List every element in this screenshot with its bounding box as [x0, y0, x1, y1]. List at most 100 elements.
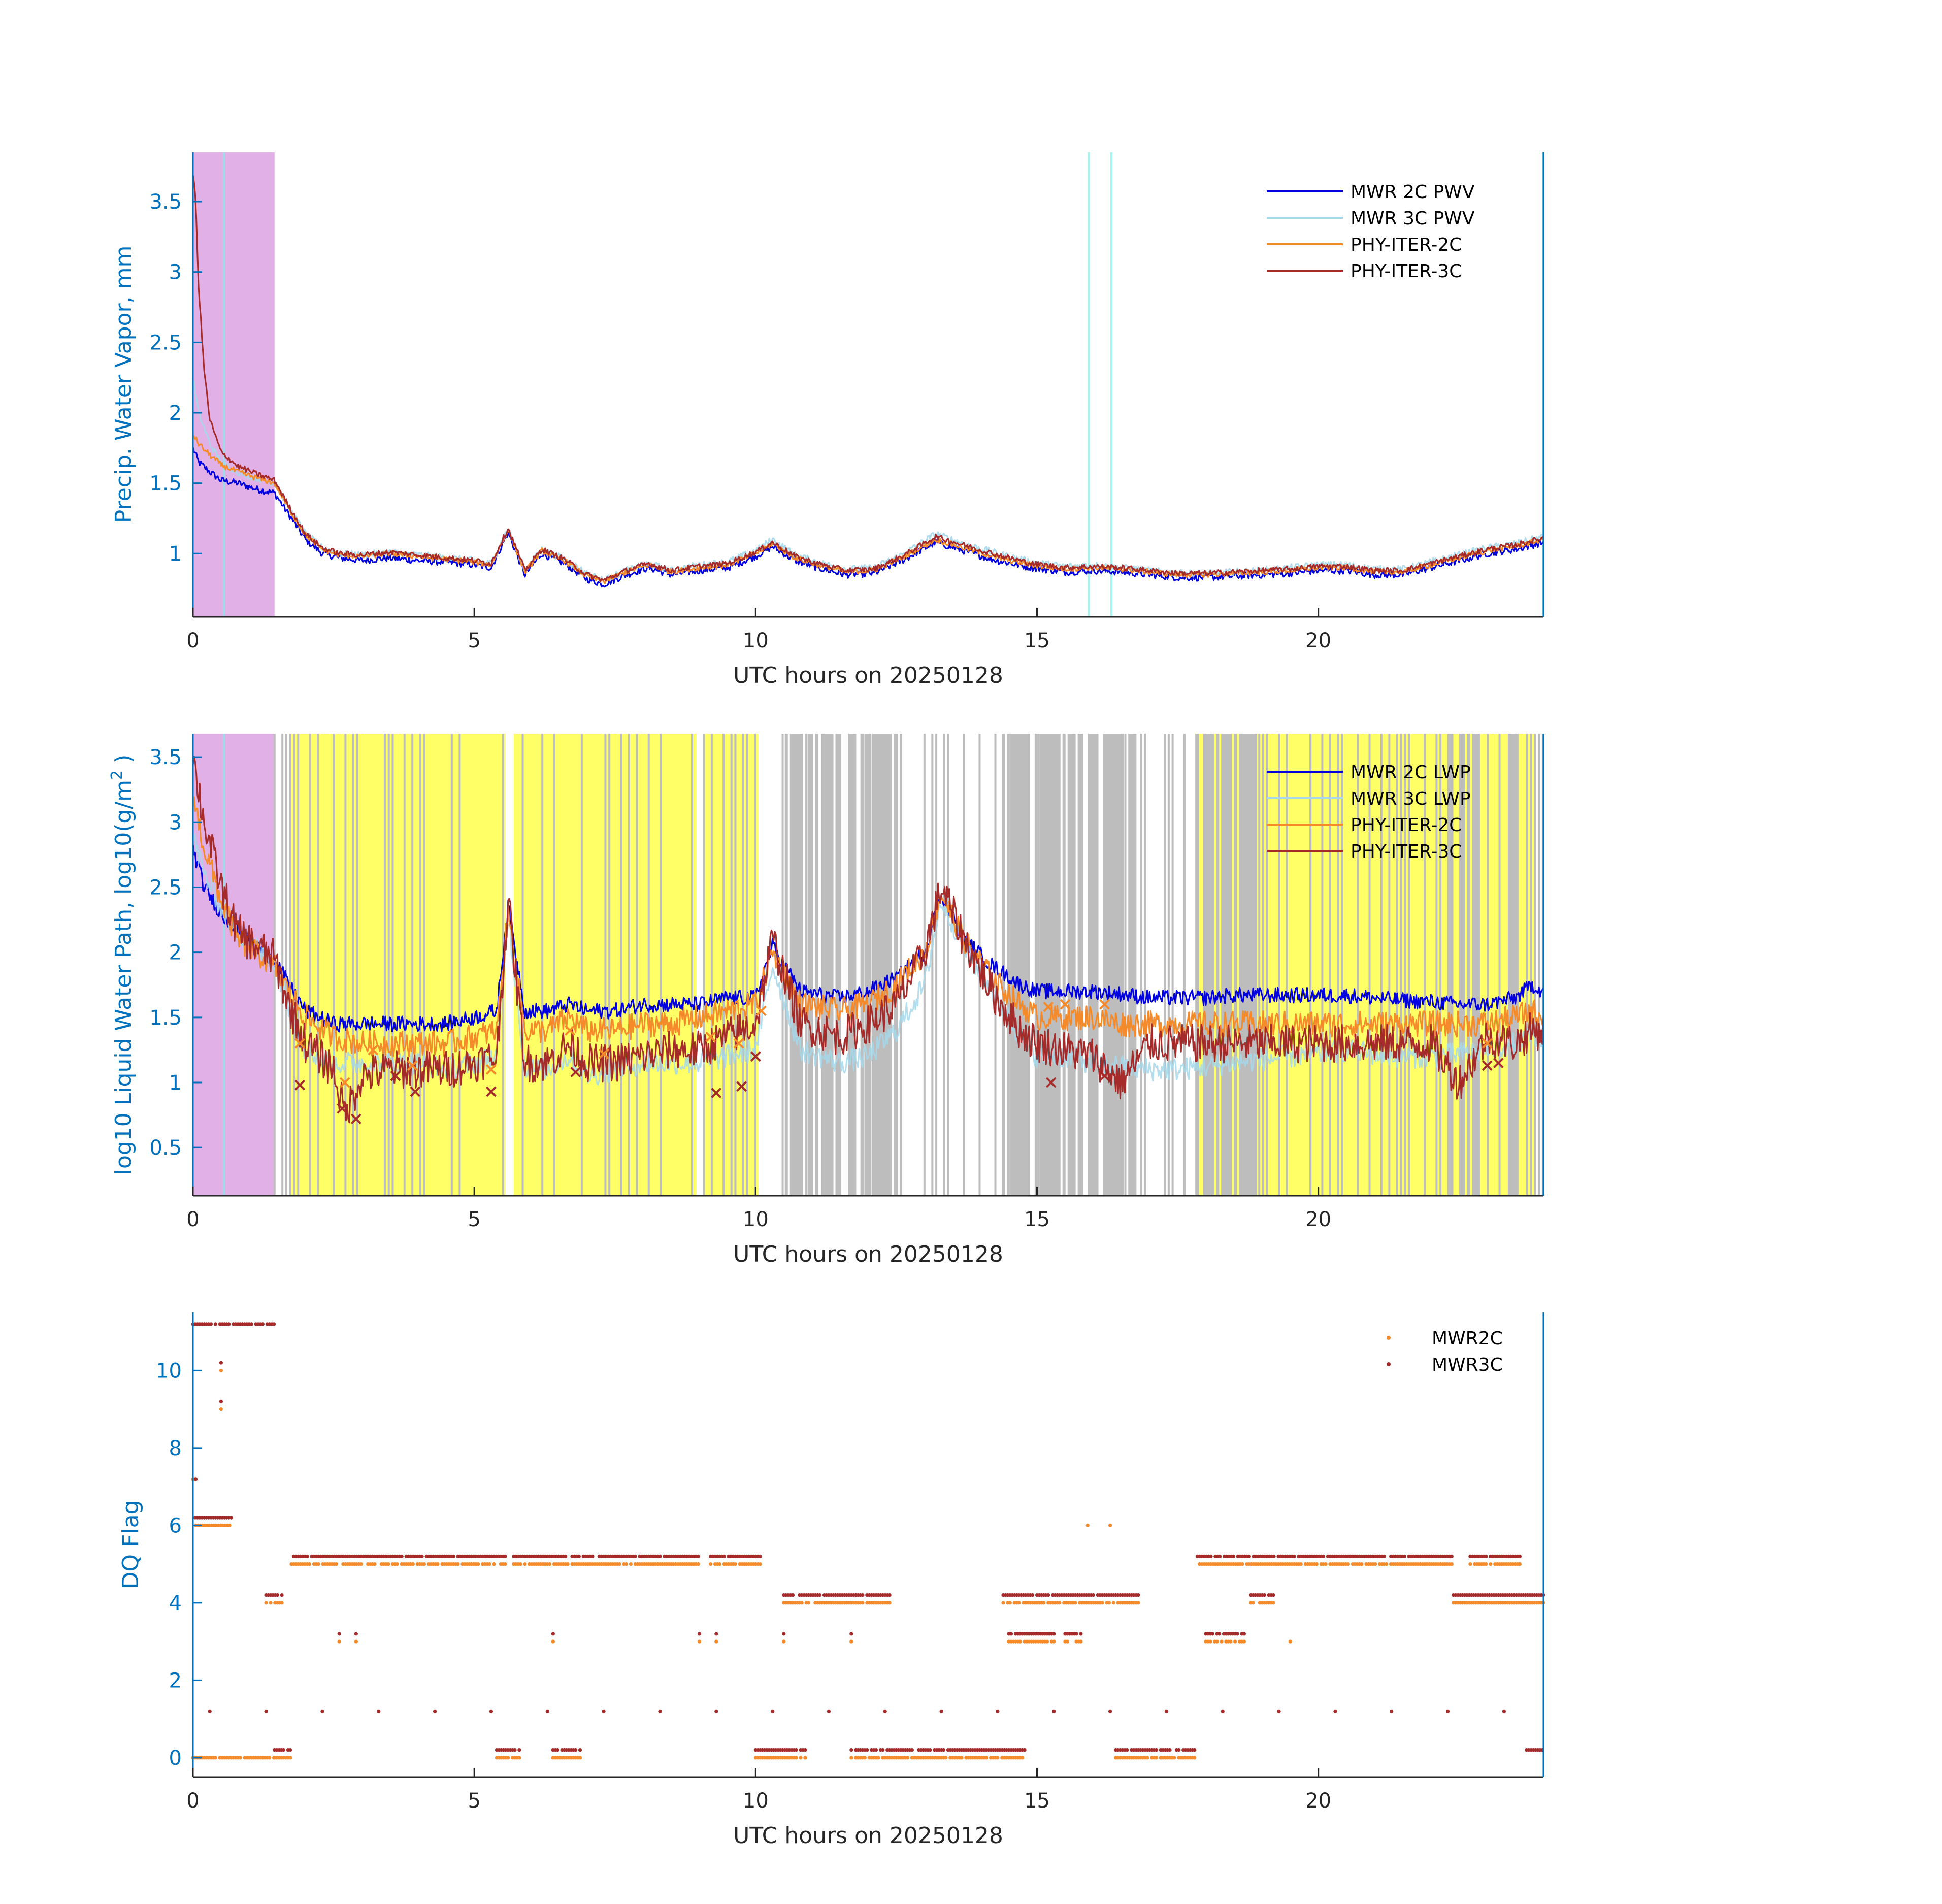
dq-flag-point [354, 1639, 358, 1644]
retrieval-cross-marker [337, 1103, 348, 1114]
dq-flag-point [1251, 1601, 1255, 1605]
dq-flag-point [1385, 1562, 1389, 1566]
dq-flag-point [1262, 1593, 1266, 1597]
dq-flag-point [944, 1756, 948, 1760]
lwp-legend: MWR 2C LWP MWR 3C LWP PHY-ITER-2C PHY-ITER-… [1267, 762, 1471, 862]
cloud-flag-band [291, 734, 506, 1196]
dq-flag-point [545, 1709, 549, 1713]
dq-flag-points-layer [191, 1322, 1545, 1760]
dq-flag-point [386, 1562, 390, 1566]
lwp-y-axis-title: log10 Liquid Water Path, log10(g/m2 ) [108, 754, 137, 1175]
dq-flag-point [881, 1748, 885, 1752]
dq-flag-point [272, 1322, 276, 1326]
dq-flag-point [411, 1562, 415, 1566]
dq-flag-point [1390, 1709, 1394, 1713]
dq-flag-point [984, 1756, 989, 1760]
dq-flag-point [354, 1632, 358, 1636]
lwp-y-tick-label: 3.5 [149, 746, 182, 769]
dq-flag-point [794, 1748, 798, 1752]
lwp-x-axis-title: UTC hours on 20250128 [733, 1241, 1003, 1267]
dq-flag-point [1271, 1601, 1275, 1605]
pwv-x-tick-label: 0 [186, 629, 199, 652]
dq-flag-point [1229, 1639, 1233, 1644]
dq-flag-point [1052, 1632, 1056, 1636]
pwv-x-tick-label: 15 [1024, 629, 1050, 652]
dq-flag-point [506, 1756, 510, 1760]
dq-flag-point [1085, 1523, 1090, 1527]
dq-legend: MWR2C MWR3C [1387, 1328, 1503, 1375]
dq-flag-point [264, 1709, 268, 1713]
dq-flag-point [1468, 1562, 1472, 1566]
dq-flag-point [849, 1756, 853, 1760]
dq-flag-point [717, 1562, 721, 1566]
dq-flag-point [551, 1639, 555, 1644]
dq-flag-point [1322, 1554, 1326, 1558]
dq-flag-point [800, 1601, 804, 1605]
retrieval-cross-marker [1482, 1060, 1493, 1071]
dq-y-tick-label: 10 [156, 1359, 182, 1383]
dq-flag-point [1373, 1562, 1377, 1566]
dq-flag-point [883, 1709, 887, 1713]
dq-y-tick-label: 0 [169, 1747, 182, 1770]
dq-flag-point [1193, 1748, 1197, 1752]
dq-flag-point [910, 1748, 914, 1752]
dq-x-tick-label: 10 [743, 1789, 769, 1813]
retrieval-cross-marker [1099, 999, 1110, 1010]
dq-flag-point [395, 1562, 399, 1566]
dq-flag-point [1518, 1562, 1522, 1566]
dq-flag-point [1079, 1632, 1083, 1636]
dq-flag-point [208, 1709, 212, 1713]
lwp-y-axis-title-tail: ) [111, 754, 137, 770]
retrieval-cross-marker [339, 1077, 350, 1088]
dq-flag-point [1292, 1554, 1296, 1558]
pwv-y-tick-label: 1 [169, 542, 182, 566]
dq-flag-point [1017, 1601, 1021, 1605]
dq-flag-point [1108, 1709, 1112, 1713]
dq-flag-point [307, 1562, 312, 1566]
dq-flag-point [1382, 1554, 1386, 1558]
dq-flag-point [337, 1632, 341, 1636]
dq-flag-point [1324, 1562, 1328, 1566]
dq-flag-point [219, 1407, 223, 1411]
dq-flag-point [1168, 1748, 1172, 1752]
dq-flag-point [1046, 1593, 1050, 1597]
lwp-series-layer [192, 756, 1544, 1124]
dq-flag-point [1218, 1554, 1222, 1558]
dq-flag-point [1018, 1639, 1022, 1644]
lwp-y-axis-title-main: log10 Liquid Water Path, log10(g/m [111, 780, 137, 1175]
dq-flag-point [941, 1748, 946, 1752]
dq-flag-point [874, 1748, 878, 1752]
dq-flag-point [1277, 1709, 1281, 1713]
dq-flag-point [714, 1632, 718, 1636]
dq-flag-point [697, 1632, 702, 1636]
dq-flag-point [1031, 1593, 1035, 1597]
retrieval-cross-marker [368, 1044, 379, 1056]
dq-flag-point [1333, 1709, 1337, 1713]
dq-x-axis-title: UTC hours on 20250128 [733, 1823, 1003, 1849]
dq-flag-point [513, 1748, 517, 1752]
dq-flag-point [436, 1562, 440, 1566]
dq-flag-point [564, 1554, 568, 1558]
dq-flag-point [1221, 1709, 1225, 1713]
dq-flag-point [602, 1709, 606, 1713]
dq-flag-point [518, 1562, 522, 1566]
pwv-legend-entry-label: MWR 2C PWV [1351, 182, 1475, 203]
retrieval-cross-marker [598, 1048, 609, 1060]
dq-legend-label: MWR2C [1432, 1328, 1503, 1349]
dq-flag-point [492, 1562, 496, 1566]
dq-flag-point [1271, 1593, 1275, 1597]
dq-flag-point [1209, 1554, 1213, 1558]
pwv-y-tick-label: 2.5 [149, 331, 182, 354]
lwp-background-layer [193, 734, 1544, 1196]
dq-flag-point [1009, 1632, 1013, 1636]
dq-flag-point [1074, 1632, 1078, 1636]
dq-flag-point [523, 1562, 527, 1566]
dq-legend-marker [1387, 1362, 1391, 1366]
dq-flag-point [1231, 1554, 1235, 1558]
dq-flag-point [1079, 1639, 1083, 1644]
dq-flag-point [617, 1562, 621, 1566]
pwv-x-axis-title: UTC hours on 20250128 [733, 663, 1003, 688]
retrieval-cross-marker [1060, 999, 1071, 1010]
dq-x-tick-label: 5 [468, 1789, 480, 1813]
pwv-x-tick-label: 5 [468, 629, 480, 652]
